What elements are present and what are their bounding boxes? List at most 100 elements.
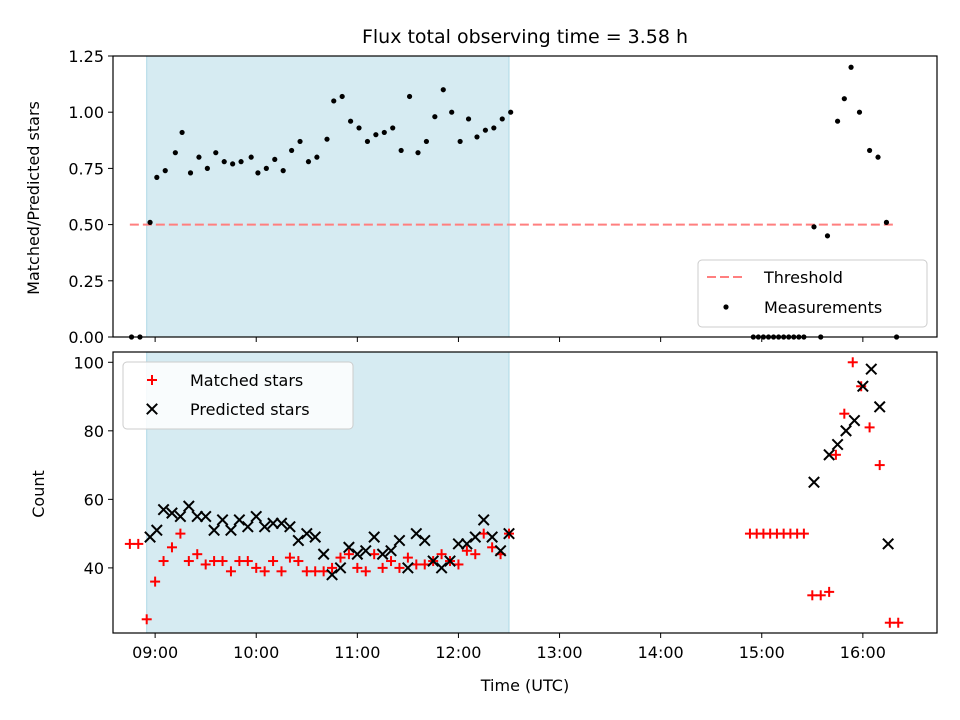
data-point [477, 514, 490, 526]
data-point [423, 138, 430, 145]
legend-predicted-label: Predicted stars [190, 400, 310, 419]
marker-stroke [309, 531, 322, 543]
data-point [251, 562, 262, 573]
data-point [154, 174, 160, 180]
marker-stroke [393, 534, 406, 547]
marker-stroke [326, 568, 338, 581]
y-tick-label: 0.00 [68, 328, 104, 347]
data-point [457, 138, 463, 145]
data-point [293, 556, 304, 567]
data-point [394, 562, 405, 573]
data-point [884, 617, 895, 628]
data-point [453, 559, 464, 570]
data-point [297, 138, 303, 145]
marker-stroke [385, 544, 397, 557]
data-point [179, 129, 185, 136]
marker-stroke [460, 537, 473, 550]
data-point [360, 566, 371, 577]
marker-stroke [452, 537, 465, 550]
top-y-axis-label: Matched/Predicted stars [24, 101, 43, 295]
data-point [352, 562, 363, 573]
data-point [289, 147, 295, 154]
data-point [199, 510, 212, 523]
data-point [166, 507, 178, 519]
data-point [798, 528, 809, 539]
legend-matched-label: Matched stars [190, 371, 303, 390]
data-point [874, 460, 885, 471]
data-point [213, 150, 219, 156]
data-point [318, 566, 329, 577]
data-point [172, 150, 178, 156]
data-point [292, 534, 305, 547]
x-tick-label: 09:00 [132, 643, 178, 662]
data-point [494, 544, 507, 557]
data-point [882, 537, 895, 550]
data-point [373, 132, 379, 138]
data-point [309, 531, 322, 543]
data-point [499, 116, 505, 122]
marker-stroke [216, 514, 229, 526]
marker-stroke [823, 448, 836, 461]
marker-stroke [300, 527, 313, 540]
axes-frame [112, 55, 938, 338]
x-tick-label: 15:00 [739, 643, 785, 662]
data-point [839, 408, 850, 419]
data-point [811, 224, 817, 230]
data-point [386, 556, 397, 567]
marker-stroke [840, 424, 852, 437]
data-point [327, 562, 338, 573]
data-point [284, 552, 295, 563]
data-point [452, 537, 465, 550]
data-point [491, 125, 497, 131]
data-point [460, 537, 473, 550]
data-point [856, 380, 869, 393]
marker-stroke [166, 507, 178, 519]
data-point [406, 93, 413, 100]
data-point [233, 514, 246, 526]
x-axis-label: Time (UTC) [480, 676, 569, 695]
legend-matched-swatch [147, 375, 157, 385]
data-point [174, 510, 187, 523]
bottom-panel: 40 60 80 100 09:00 10:00 11:00 12:00 13:00 14:00 1… [73, 351, 938, 662]
data-point [158, 556, 169, 567]
y-tick-label: 0.75 [68, 159, 104, 178]
legend[interactable]: Threshold Measurements [697, 259, 928, 328]
data-point [150, 576, 161, 587]
data-point [183, 556, 194, 567]
data-point [234, 556, 245, 567]
data-point [865, 363, 878, 376]
data-point [284, 520, 296, 533]
data-point [474, 134, 480, 140]
data-point [250, 510, 263, 523]
data-point [856, 381, 867, 392]
data-point [335, 552, 346, 563]
data-point [147, 219, 153, 225]
data-point [331, 98, 337, 104]
data-point [831, 438, 844, 451]
data-point [873, 400, 886, 413]
marker-stroke [208, 524, 221, 537]
data-point [209, 556, 220, 567]
data-point [824, 233, 831, 239]
data-point [834, 118, 841, 124]
legend[interactable]: Matched stars Predicted stars [122, 361, 354, 430]
data-point [191, 510, 204, 523]
data-point [847, 357, 858, 368]
marker-stroke [469, 531, 482, 543]
marker-stroke [284, 520, 296, 533]
marker-stroke [351, 548, 364, 561]
data-point [157, 503, 170, 516]
data-point [343, 549, 354, 560]
data-point [486, 531, 499, 543]
data-point [272, 156, 278, 163]
data-point [334, 561, 347, 574]
marker-stroke [444, 555, 456, 567]
data-point [415, 150, 421, 156]
data-point [259, 566, 270, 577]
data-point [351, 548, 364, 561]
data-point [411, 559, 422, 570]
top-panel: 0.00 0.25 0.50 0.75 1.00 1.25 Threshold Measure… [68, 47, 938, 347]
data-point [242, 556, 253, 567]
y-tick-label: 0.25 [68, 272, 104, 291]
data-point [324, 136, 330, 142]
